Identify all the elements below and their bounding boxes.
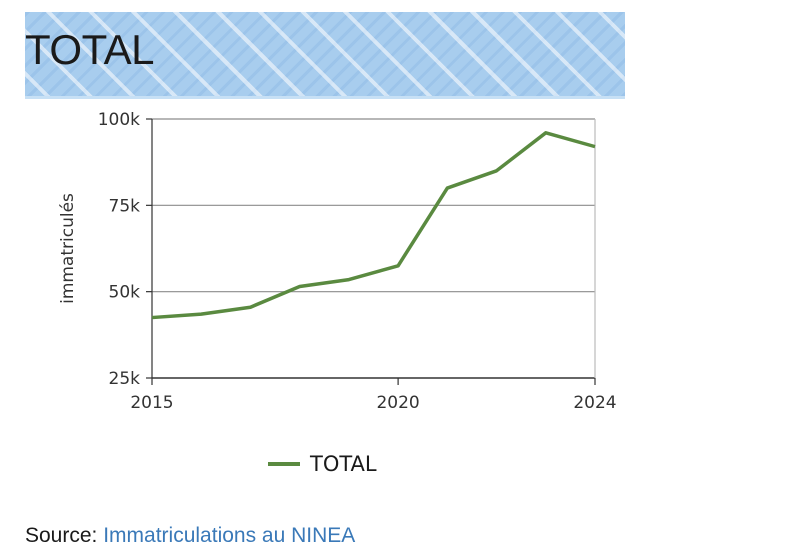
y-tick-label-75k: 75k	[109, 196, 141, 216]
legend: TOTAL	[268, 452, 377, 476]
grid-lines	[152, 118, 595, 293]
line-chart: 25k 50k 75k 100k 2015 2020 2024 immatriculés	[58, 110, 617, 413]
x-tick-label-2020: 2020	[376, 393, 419, 413]
series-lines	[151, 131, 596, 320]
title-banner: TOTAL	[25, 12, 625, 99]
y-tick-label-50k: 50k	[109, 283, 141, 303]
y-tick-label-100k: 100k	[98, 110, 140, 130]
series-line-total	[151, 131, 596, 320]
source-prefix: Source:	[25, 524, 98, 547]
source-link[interactable]: Immatriculations au NINEA	[103, 524, 356, 547]
legend-label-total: TOTAL	[310, 452, 377, 476]
axes	[146, 118, 596, 385]
x-tick-label-2024: 2024	[573, 393, 616, 413]
x-tick-labels: 2015 2020 2024	[130, 393, 616, 413]
source-line: Source: Immatriculations au NINEA	[25, 524, 355, 548]
x-tick-label-2015: 2015	[130, 393, 173, 413]
y-axis-title: immatriculés	[58, 193, 78, 304]
y-tick-labels: 25k 50k 75k 100k	[98, 110, 140, 389]
legend-swatch-total	[268, 462, 300, 466]
y-tick-label-25k: 25k	[109, 369, 141, 389]
chart-title: TOTAL	[25, 26, 154, 73]
